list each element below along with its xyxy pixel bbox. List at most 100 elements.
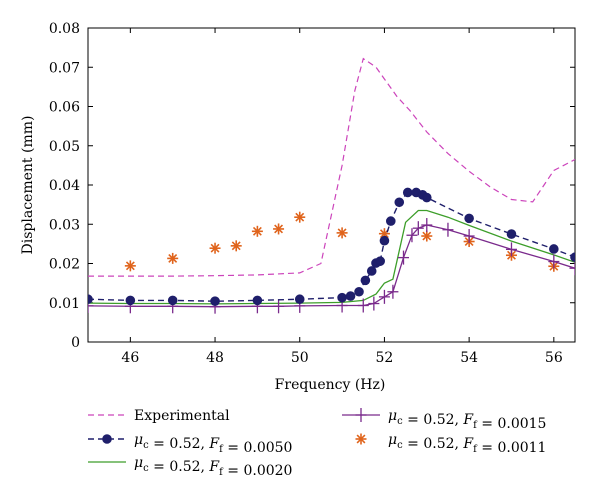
y-tick-label: 0 xyxy=(71,335,80,351)
series-ff-0011-point-arm xyxy=(274,224,284,234)
series-ff-0050-point xyxy=(294,294,305,305)
legend-label-part: F xyxy=(208,436,220,452)
series-ff-0011-point xyxy=(251,225,263,237)
series-ff-0050-point xyxy=(366,266,377,276)
legend-label-part: F xyxy=(462,412,474,428)
series-ff-0015-point xyxy=(273,299,285,314)
y-tick-label: 0.07 xyxy=(49,60,80,76)
series-ff-0011-point-arm xyxy=(231,241,241,251)
series-ff-0050-point xyxy=(570,252,575,263)
series-ff-0011-point-arm xyxy=(168,253,178,263)
series-ff-0011-point xyxy=(336,227,348,239)
legend-label: μc = 0.52, Ff = 0.0020 xyxy=(134,455,292,479)
legend-label-part: f xyxy=(473,444,478,455)
series-ff-0015-point xyxy=(397,250,409,265)
legend-label-part: c xyxy=(143,440,149,451)
legend-label: μc = 0.52, Ff = 0.0011 xyxy=(388,432,546,456)
series-ff-0015-point xyxy=(412,221,424,236)
series-ff-0050-point xyxy=(464,213,474,224)
series-ff-0050-point xyxy=(354,286,364,297)
legend-entry-ff-0011: μc = 0.52, Ff = 0.0011 xyxy=(355,432,546,456)
x-tick-label: 54 xyxy=(460,350,478,366)
series-ff-0011-point-arm xyxy=(422,231,432,241)
legend-label-part: = 0.0015 xyxy=(477,416,547,432)
legend-swatch-marker xyxy=(102,434,112,444)
legend-label: μc = 0.52, Ff = 0.0050 xyxy=(134,432,292,456)
series-ff-0015-point xyxy=(548,254,560,269)
x-tick-label: 46 xyxy=(121,350,139,366)
series-ff-0015-point xyxy=(463,229,475,244)
y-tick-label: 0.03 xyxy=(49,217,80,233)
series-ff-0015-point xyxy=(387,284,399,299)
legend-swatch-marker xyxy=(355,433,367,445)
plot-area: 0 0.01 0.02 0.03 0.04 0.05 0.06 0.07 0.08 46 48 50 5… xyxy=(49,21,576,366)
series-ff-0015-point xyxy=(442,222,454,237)
series-ff-0015-point xyxy=(505,242,517,257)
series-ff-0050-point xyxy=(345,291,356,301)
series-ff-0011-point xyxy=(209,242,221,254)
legend-label-part: = 0.0050 xyxy=(223,440,293,456)
x-axis-label: Frequency (Hz) xyxy=(275,377,386,393)
series-ff-0011-point-arm xyxy=(125,261,135,271)
legend-entry-experimental: Experimental xyxy=(88,408,230,424)
y-tick-label: 0.05 xyxy=(49,139,80,155)
series-ff-0015-point xyxy=(368,296,380,311)
legend-entry-ff-0015: μc = 0.52, Ff = 0.0015 xyxy=(342,408,546,432)
series-ff-0015-point xyxy=(421,218,433,233)
legend-label-part: f xyxy=(473,420,478,431)
x-tick-label: 52 xyxy=(376,350,394,366)
y-tick-label: 0.01 xyxy=(49,296,80,312)
legend-label-part: f xyxy=(219,467,224,478)
series-ff-0011-point xyxy=(421,230,433,242)
series-ff-0015-point xyxy=(88,298,94,313)
legend-label-part: = 0.52, xyxy=(149,459,210,475)
legend-label-part: c xyxy=(397,440,403,451)
y-tick-label: 0.08 xyxy=(49,21,80,37)
series-ff-0050-point xyxy=(402,187,413,198)
series-ff-0050-point xyxy=(167,295,178,306)
series-ff-0011-point-arm xyxy=(337,228,347,238)
legend-swatch-marker xyxy=(355,408,367,422)
series-ff-0015-point xyxy=(406,228,418,243)
legend-label-part: F xyxy=(462,436,474,452)
legend-label-part: c xyxy=(143,463,149,474)
series-ff-0050 xyxy=(88,187,575,306)
series-ff-0050-point xyxy=(421,192,432,203)
x-tick-label: 56 xyxy=(545,350,563,366)
series-ff-0050-point xyxy=(337,292,347,303)
series-ff-0050-point xyxy=(210,296,220,306)
legend-label-part: = 0.52, xyxy=(149,436,210,452)
legend-label-part: μ xyxy=(388,408,397,424)
x-tick-label: 48 xyxy=(206,350,224,366)
series-ff-0050-point xyxy=(360,275,371,286)
series-ff-0050-point xyxy=(506,229,517,239)
legend-entry-ff-0050: μc = 0.52, Ff = 0.0050 xyxy=(88,432,292,456)
series-ff-0015-point xyxy=(569,261,575,276)
series-ff-0011-point-arm xyxy=(210,243,220,253)
series-ff-0011-point xyxy=(124,260,136,272)
legend-label-part: f xyxy=(219,444,224,455)
y-tick-label: 0.06 xyxy=(49,100,80,116)
series-ff-0011-point-arm xyxy=(252,226,262,236)
series-ff-0050-point xyxy=(385,216,396,226)
series-ff-0011-point-arm xyxy=(295,212,305,222)
series-ff-0050-point xyxy=(125,295,136,306)
series-ff-0011-point xyxy=(230,240,242,252)
legend-entry-ff-0020: μc = 0.52, Ff = 0.0020 xyxy=(88,455,292,479)
legend-swatch-marker-arm xyxy=(356,434,366,444)
legend-label-part: μ xyxy=(388,432,397,448)
series-ff-0050-point xyxy=(88,294,93,305)
y-axis-label: Displacement (mm) xyxy=(20,116,36,255)
series-ff-0050-point xyxy=(394,197,405,208)
series-ff-0011-point xyxy=(294,211,306,223)
legend-label: Experimental xyxy=(134,408,230,424)
legend-label-part: F xyxy=(208,459,220,475)
legend-label: μc = 0.52, Ff = 0.0015 xyxy=(388,408,546,432)
legend-label-part: = 0.0011 xyxy=(477,440,547,456)
y-tick-label: 0.02 xyxy=(49,257,80,273)
series-ff-0050-point xyxy=(252,295,263,306)
legend-label-part: = 0.52, xyxy=(403,436,464,452)
series-ff-0050-point xyxy=(375,256,386,266)
